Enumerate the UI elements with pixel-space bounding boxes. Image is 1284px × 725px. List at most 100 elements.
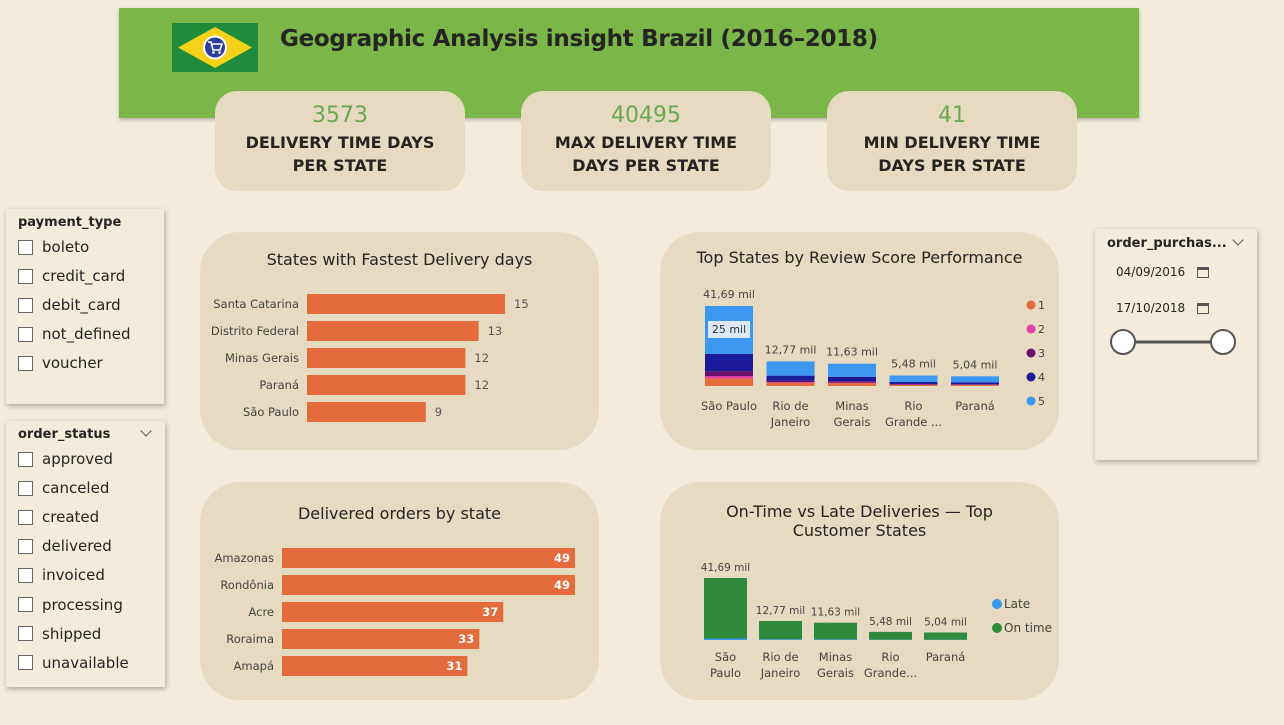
- stacked-segment: [869, 631, 912, 640]
- total-label: 41,69 mil: [701, 562, 750, 574]
- end-date-input[interactable]: 17/10/2018: [1116, 297, 1216, 319]
- order-status-slicer[interactable]: order_status approved canceled created deli…: [6, 421, 165, 687]
- checkbox[interactable]: [18, 326, 33, 342]
- bar: [307, 402, 426, 422]
- stacked-segment: [766, 382, 815, 386]
- bar: [307, 321, 479, 341]
- slicer-option-credit-card[interactable]: credit_card: [18, 267, 125, 285]
- stacked-segment: [814, 622, 857, 640]
- slicer-title: order_purchas...: [1107, 236, 1227, 251]
- checkbox[interactable]: [18, 355, 33, 371]
- slicer-option-processing[interactable]: processing: [18, 596, 123, 614]
- total-label: 12,77 mil: [765, 343, 817, 356]
- checkbox[interactable]: [18, 626, 33, 642]
- start-date-value: 04/09/2016: [1116, 265, 1186, 279]
- chart-title: On-Time vs Late Deliveries — Top Custome…: [726, 502, 993, 540]
- slicer-option-label: boleto: [42, 238, 90, 256]
- slider-end-handle: [1210, 329, 1236, 355]
- calendar-icon[interactable]: [1197, 302, 1210, 314]
- legend-marker: [1026, 348, 1036, 358]
- slicer-option-created[interactable]: created: [18, 508, 99, 526]
- checkbox[interactable]: [18, 567, 33, 583]
- payment-type-slicer[interactable]: payment_type boleto credit_card debit_card…: [6, 209, 164, 404]
- legend-label: 1: [1038, 299, 1045, 312]
- category-label: Grande...: [864, 666, 917, 680]
- stacked-segment: [828, 383, 876, 386]
- bar: [282, 629, 480, 649]
- kpi-delivery-time-card: 3573 DELIVERY TIME DAYS PER STATE: [215, 91, 465, 191]
- slicer-option-label: debit_card: [42, 296, 121, 314]
- legend-marker: [1026, 300, 1036, 310]
- slicer-option-voucher[interactable]: voucher: [18, 354, 103, 372]
- category-label: Santa Catarina: [213, 297, 299, 311]
- stacked-segment: [705, 376, 753, 379]
- category-label: São Paulo: [701, 399, 757, 413]
- fastest-delivery-chart: Santa Catarina 15 Distrito Federal 13 Minas …: [211, 294, 529, 422]
- slicer-option-label: created: [42, 508, 100, 527]
- checkbox[interactable]: [18, 268, 33, 284]
- chevron-down-icon[interactable]: [140, 425, 152, 437]
- start-date-input[interactable]: 04/09/2016: [1116, 261, 1216, 283]
- total-label: 11,63 mil: [811, 607, 860, 619]
- slicer-option-label: unavailable: [42, 653, 129, 672]
- checkbox[interactable]: [18, 538, 33, 554]
- slicer-option-canceled[interactable]: canceled: [18, 479, 109, 497]
- slicer-option-delivered[interactable]: delivered: [18, 537, 112, 555]
- slicer-option-debit-card[interactable]: debit_card: [18, 296, 121, 314]
- stacked-segment: [828, 363, 876, 377]
- checkbox[interactable]: [18, 655, 33, 671]
- legend-label: On time: [1004, 621, 1052, 635]
- review-score-chart: 41,69 mil São Paulo 12,77 mil Rio de Janeiro…: [701, 288, 1045, 429]
- checkbox[interactable]: [18, 597, 33, 612]
- kpi-label-line2: DAYS PER STATE: [572, 156, 720, 175]
- kpi-value: 3573: [312, 103, 368, 128]
- date-range-slider[interactable]: [1109, 328, 1239, 356]
- stacked-segment: [924, 632, 967, 640]
- chevron-down-icon[interactable]: [1232, 234, 1244, 246]
- category-label: Acre: [248, 605, 274, 619]
- stacked-segment: [766, 361, 815, 376]
- slicer-title: payment_type: [18, 215, 122, 230]
- total-label: 41,69 mil: [703, 288, 755, 301]
- checkbox[interactable]: [18, 451, 33, 467]
- slicer-option-shipped[interactable]: shipped: [18, 625, 101, 643]
- category-label: Paraná: [955, 399, 995, 413]
- slicer-option-boleto[interactable]: boleto: [18, 238, 89, 256]
- stacked-segment: [759, 639, 802, 640]
- calendar-icon[interactable]: [1197, 266, 1210, 278]
- legend-label: Late: [1004, 597, 1030, 611]
- checkbox[interactable]: [18, 509, 33, 525]
- category-label: Janeiro: [770, 415, 811, 429]
- stacked-segment: [889, 383, 938, 385]
- brazil-flag-cart-logo: [172, 23, 258, 72]
- chart-title: Top States by Review Score Performance: [696, 248, 1023, 267]
- slicer-option-invoiced[interactable]: invoiced: [18, 566, 105, 584]
- checkbox[interactable]: [18, 297, 33, 313]
- slicer-option-approved[interactable]: approved: [18, 450, 113, 468]
- data-label-box: [708, 320, 750, 338]
- data-label: 31: [446, 659, 462, 673]
- slicer-option-label: voucher: [42, 354, 103, 372]
- slicer-option-unavailable[interactable]: unavailable: [18, 654, 129, 672]
- total-label: 5,48 mil: [891, 357, 936, 370]
- slicer-option-not-defined[interactable]: not_defined: [18, 325, 131, 343]
- slicer-option-label: shipped: [42, 624, 102, 643]
- category-label: Grande ...: [885, 415, 942, 429]
- total-label: 5,04 mil: [953, 358, 998, 371]
- total-label: 5,04 mil: [924, 617, 967, 629]
- category-label: Minas: [819, 650, 852, 664]
- category-label: Rondônia: [220, 578, 274, 592]
- slicer-option-label: delivered: [42, 537, 112, 556]
- stacked-segment: [766, 382, 815, 383]
- end-date-value: 17/10/2018: [1116, 301, 1186, 315]
- category-label: Janeiro: [760, 666, 801, 680]
- checkbox[interactable]: [18, 239, 33, 255]
- checkbox[interactable]: [18, 480, 33, 496]
- page-title: Geographic Analysis insight Brazil (2016…: [280, 26, 878, 52]
- fastest-delivery-chart-card: States with Fastest Delivery days Santa …: [200, 232, 599, 450]
- kpi-max-delivery-card: 40495 MAX DELIVERY TIME DAYS PER STATE: [521, 91, 771, 191]
- legend-marker: [1026, 324, 1036, 334]
- review-score-chart-card: Top States by Review Score Performance 4…: [660, 232, 1059, 450]
- order-purchase-date-slicer[interactable]: order_purchas... 04/09/2016 17/10/2018: [1095, 229, 1257, 460]
- stacked-segment: [951, 376, 999, 383]
